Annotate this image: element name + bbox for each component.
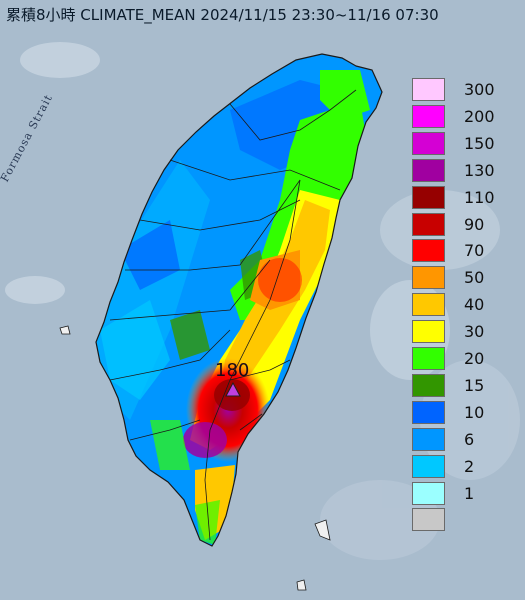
triangle-marker xyxy=(225,381,241,397)
legend-swatch xyxy=(412,347,445,370)
legend-swatch xyxy=(412,78,445,101)
legend-swatch xyxy=(412,454,445,478)
legend-label: 20 xyxy=(464,349,485,368)
legend-swatch xyxy=(412,185,445,209)
legend-label: 6 xyxy=(464,429,475,449)
offshore-island xyxy=(59,325,71,335)
legend-label: 70 xyxy=(464,241,485,261)
legend-swatch xyxy=(412,212,445,236)
county-borders xyxy=(109,89,357,541)
legend-swatch xyxy=(412,320,445,344)
legend-swatch xyxy=(412,400,445,424)
legend-swatch xyxy=(412,373,445,397)
offshore-island xyxy=(296,579,307,591)
legend-swatch xyxy=(412,239,445,263)
legend-swatch xyxy=(412,427,445,451)
legend-label: 50 xyxy=(464,268,485,288)
legend-label: 1 xyxy=(464,483,475,503)
legend-label: 30 xyxy=(464,322,485,342)
legend-swatch xyxy=(412,104,445,128)
legend-swatch xyxy=(412,131,445,155)
legend-swatch xyxy=(412,508,445,532)
legend-swatch xyxy=(412,266,445,290)
offshore-island xyxy=(314,519,331,541)
legend-label: 110 xyxy=(464,187,495,207)
legend-label: 40 xyxy=(464,295,485,315)
peak-value-label: 180 xyxy=(215,360,250,381)
legend-swatch xyxy=(412,158,445,182)
legend-label: 130 xyxy=(464,160,495,180)
legend-swatch xyxy=(412,293,445,317)
legend-label: 150 xyxy=(464,133,495,153)
legend-label: 90 xyxy=(464,214,485,234)
legend-label: 200 xyxy=(464,106,495,126)
legend-swatch xyxy=(412,481,445,505)
legend-label: 10 xyxy=(464,402,485,422)
coastline xyxy=(95,53,383,547)
legend-label: 15 xyxy=(464,375,485,395)
legend-label: 2 xyxy=(464,456,475,476)
legend-label: 300 xyxy=(464,80,495,99)
map-title: 累積8小時 CLIMATE_MEAN 2024/11/15 23:30~11/1… xyxy=(6,6,439,24)
